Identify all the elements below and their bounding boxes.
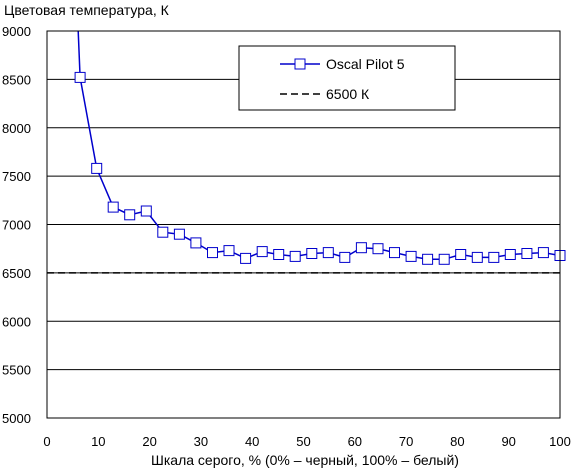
y-tick-label: 8500 [2,72,31,87]
data-point-marker [339,251,351,263]
x-tick-label: 10 [91,434,105,449]
y-axis-title: Цветовая температура, К [4,2,170,18]
x-tick-label: 50 [296,434,310,449]
x-tick-label: 0 [43,434,50,449]
data-point-marker [273,249,285,260]
y-tick-label: 7500 [2,169,31,184]
data-point-marker [537,247,549,259]
y-tick-labels: 5000 5500 6000 6500 7000 7500 8000 8500 9000 [2,24,31,426]
data-point-marker [157,226,169,238]
data-point-marker [190,237,202,249]
data-point-marker [91,162,103,174]
x-tick-label: 20 [142,434,156,449]
data-point-marker [405,250,417,262]
x-tick-label: 30 [194,434,208,449]
x-tick-labels: 0 10 20 30 40 50 60 70 80 90 100 [43,434,570,449]
x-tick-label: 100 [549,434,571,449]
plot-area-border [46,30,561,419]
data-point-marker [471,251,483,263]
data-point-marker [107,201,119,213]
data-point-marker [173,228,185,240]
data-point-marker [306,248,318,259]
data-point-marker [289,250,301,262]
x-axis-title: Шкала серого, % (0% – черный, 100% – бел… [151,452,459,468]
x-tick-label: 90 [501,434,515,449]
y-tick-label: 6500 [2,266,31,281]
data-point-marker [124,209,136,221]
data-point-marker [74,71,86,83]
y-tick-label: 8000 [2,121,31,136]
data-point-marker [355,242,367,254]
data-point-marker [240,252,252,264]
data-point-marker [140,205,152,217]
series-group [74,31,566,265]
y-tick-label: 9000 [2,24,31,39]
data-point-marker [207,247,218,259]
x-tick-label: 80 [450,434,464,449]
data-point-marker [504,249,516,260]
x-tick-label: 60 [348,434,362,449]
data-point-marker [372,243,384,255]
data-point-marker [256,246,268,258]
data-point-marker [223,245,235,257]
y-tick-label: 6000 [2,314,31,329]
data-point-marker [438,253,450,265]
y-tick-label: 7000 [2,218,31,233]
data-point-marker [455,249,467,260]
data-point-marker [422,253,434,265]
y-tick-label: 5500 [2,363,31,378]
legend-series-marker [294,58,306,70]
y-tick-label: 5000 [2,411,31,426]
legend: Oscal Pilot 5 6500 К [238,45,456,111]
data-point-marker [488,251,500,263]
data-point-marker [389,247,400,259]
legend-box [238,45,456,111]
x-tick-label: 40 [245,434,259,449]
x-tick-label: 70 [399,434,413,449]
legend-series-label: Oscal Pilot 5 [326,56,405,72]
data-point-marker [521,248,533,259]
legend-reference-label: 6500 К [326,86,370,102]
data-point-marker [322,247,334,259]
